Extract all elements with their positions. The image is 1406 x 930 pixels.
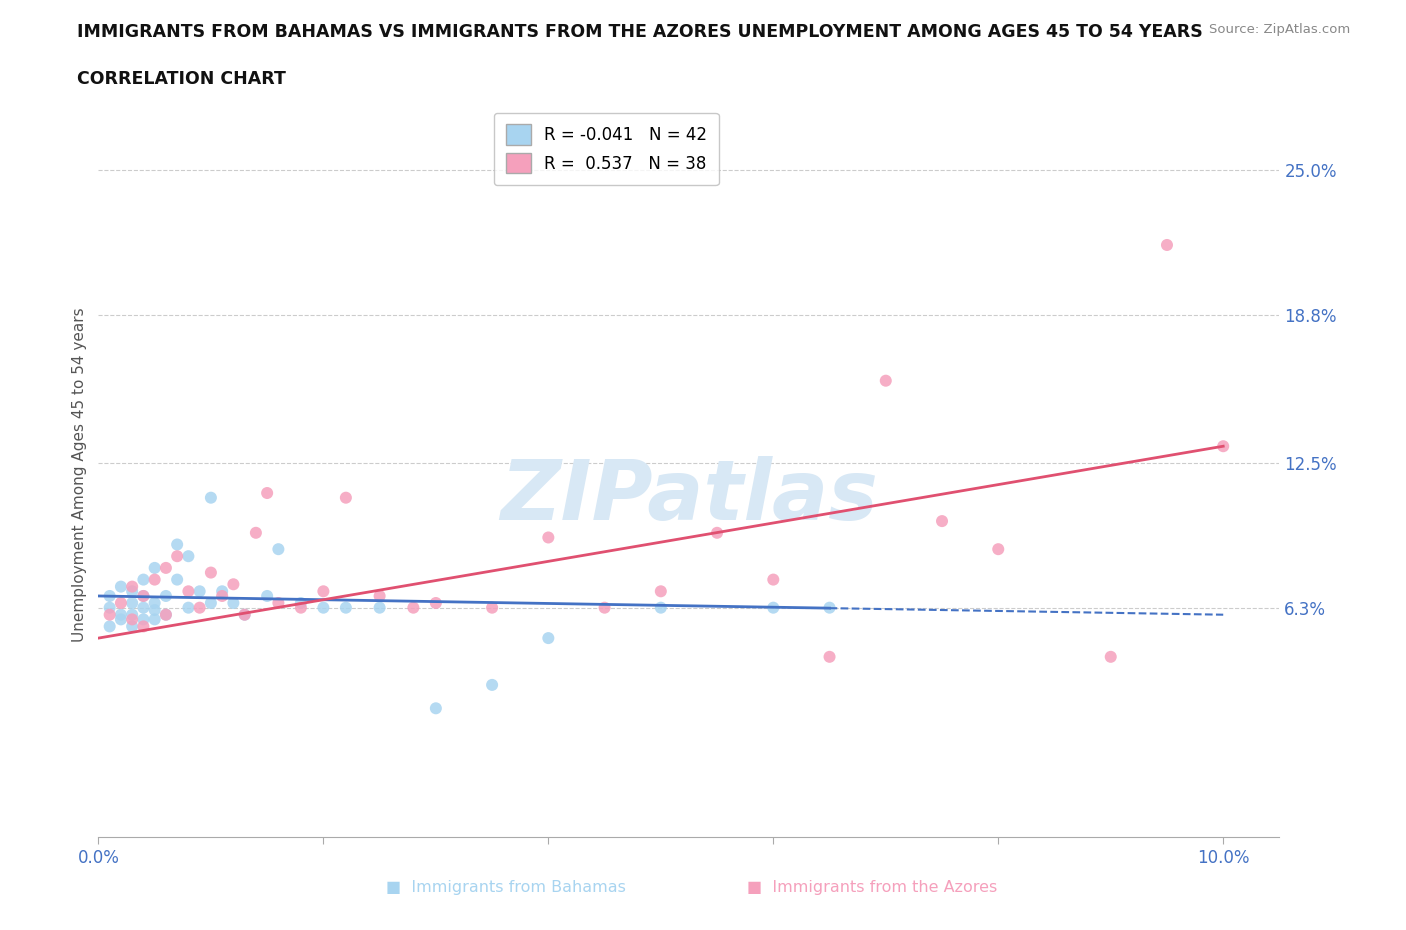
- Point: [121, 579, 143, 594]
- Text: ■  Immigrants from Bahamas: ■ Immigrants from Bahamas: [387, 880, 626, 895]
- Text: CORRELATION CHART: CORRELATION CHART: [77, 70, 287, 87]
- Point: [312, 600, 335, 615]
- Point: [166, 549, 188, 564]
- Point: [132, 612, 155, 627]
- Point: [402, 600, 425, 615]
- Point: [132, 619, 155, 634]
- Point: [166, 537, 188, 551]
- Point: [200, 595, 222, 610]
- Point: [335, 600, 357, 615]
- Point: [233, 607, 256, 622]
- Point: [762, 600, 785, 615]
- Point: [132, 589, 155, 604]
- Point: [222, 595, 245, 610]
- Point: [931, 513, 953, 528]
- Point: [290, 595, 312, 610]
- Point: [267, 595, 290, 610]
- Point: [368, 600, 391, 615]
- Point: [110, 579, 132, 594]
- Point: [143, 572, 166, 587]
- Point: [132, 572, 155, 587]
- Point: [267, 542, 290, 557]
- Point: [537, 631, 560, 645]
- Point: [155, 589, 177, 604]
- Point: [481, 677, 503, 692]
- Point: [132, 589, 155, 604]
- Point: [818, 649, 841, 664]
- Point: [211, 584, 233, 599]
- Point: [368, 589, 391, 604]
- Point: [166, 572, 188, 587]
- Point: [98, 619, 121, 634]
- Point: [256, 485, 278, 500]
- Point: [110, 612, 132, 627]
- Point: [650, 600, 672, 615]
- Point: [143, 612, 166, 627]
- Point: [110, 595, 132, 610]
- Point: [121, 584, 143, 599]
- Point: [481, 600, 503, 615]
- Legend: R = -0.041   N = 42, R =  0.537   N = 38: R = -0.041 N = 42, R = 0.537 N = 38: [494, 113, 718, 185]
- Point: [200, 565, 222, 580]
- Point: [155, 561, 177, 576]
- Point: [245, 525, 267, 540]
- Point: [177, 549, 200, 564]
- Point: [875, 373, 897, 388]
- Point: [312, 584, 335, 599]
- Point: [593, 600, 616, 615]
- Point: [1099, 649, 1122, 664]
- Point: [1156, 237, 1178, 252]
- Point: [335, 490, 357, 505]
- Point: [233, 607, 256, 622]
- Point: [121, 607, 143, 622]
- Point: [188, 584, 211, 599]
- Text: IMMIGRANTS FROM BAHAMAS VS IMMIGRANTS FROM THE AZORES UNEMPLOYMENT AMONG AGES 45: IMMIGRANTS FROM BAHAMAS VS IMMIGRANTS FR…: [77, 23, 1204, 41]
- Point: [537, 530, 560, 545]
- Text: ■  Immigrants from the Azores: ■ Immigrants from the Azores: [747, 880, 997, 895]
- Point: [987, 542, 1010, 557]
- Point: [98, 589, 121, 604]
- Point: [121, 612, 143, 627]
- Point: [110, 607, 132, 622]
- Point: [98, 607, 121, 622]
- Point: [762, 572, 785, 587]
- Point: [143, 595, 166, 610]
- Y-axis label: Unemployment Among Ages 45 to 54 years: Unemployment Among Ages 45 to 54 years: [72, 307, 87, 642]
- Point: [121, 595, 143, 610]
- Point: [132, 600, 155, 615]
- Point: [222, 577, 245, 591]
- Point: [425, 595, 447, 610]
- Text: Source: ZipAtlas.com: Source: ZipAtlas.com: [1209, 23, 1350, 36]
- Point: [818, 600, 841, 615]
- Point: [155, 607, 177, 622]
- Point: [188, 600, 211, 615]
- Point: [256, 589, 278, 604]
- Point: [121, 619, 143, 634]
- Point: [211, 589, 233, 604]
- Point: [143, 561, 166, 576]
- Text: ZIPatlas: ZIPatlas: [501, 456, 877, 537]
- Point: [290, 600, 312, 615]
- Point: [650, 584, 672, 599]
- Point: [155, 607, 177, 622]
- Point: [98, 600, 121, 615]
- Point: [177, 600, 200, 615]
- Point: [143, 603, 166, 618]
- Point: [1212, 439, 1234, 454]
- Point: [706, 525, 728, 540]
- Point: [177, 584, 200, 599]
- Point: [200, 490, 222, 505]
- Point: [425, 701, 447, 716]
